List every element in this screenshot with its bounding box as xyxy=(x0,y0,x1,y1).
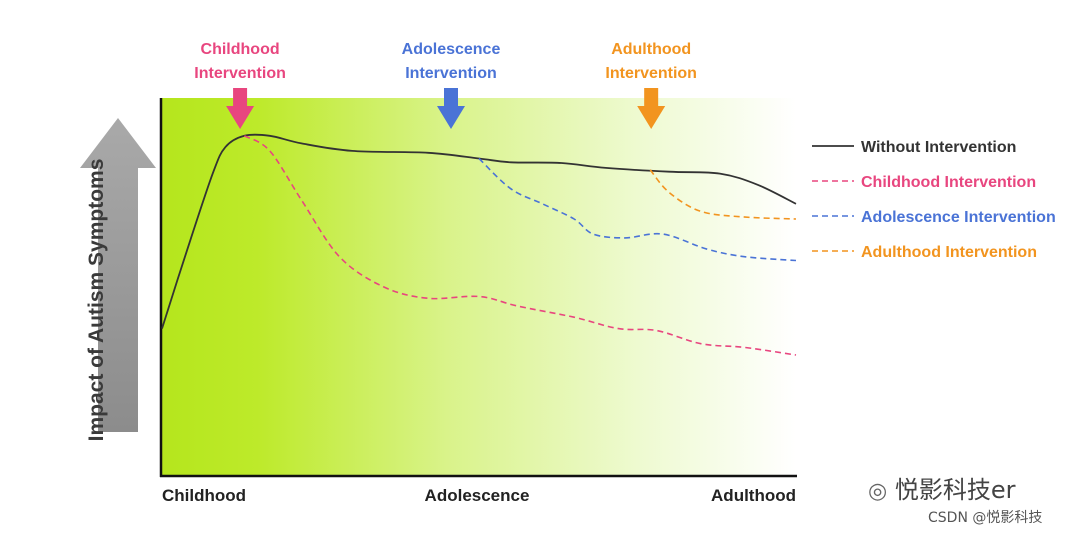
x-tick-label-adolescence: Adolescence xyxy=(425,486,530,505)
series-line-childhood-intervention xyxy=(243,135,797,356)
legend-label-childhood-intervention: Childhood Intervention xyxy=(861,174,1036,191)
x-tick-label-adulthood: Adulthood xyxy=(711,486,796,505)
intervention-label-childhood-line1: Childhood xyxy=(201,41,280,58)
series-line-without-intervention xyxy=(161,133,797,329)
watermark-brand: ◎ 悦影科技er xyxy=(868,470,1015,505)
intervention-arrow-adolescence-icon xyxy=(437,88,465,129)
intervention-label-adolescence-line2: Intervention xyxy=(405,65,497,82)
series-line-adolescence-intervention xyxy=(478,157,797,262)
intervention-arrow-childhood-icon xyxy=(226,88,255,129)
intervention-label-childhood-line2: Intervention xyxy=(194,65,286,82)
legend-label-without-intervention: Without Intervention xyxy=(861,139,1016,156)
wechat-icon: ◎ xyxy=(868,479,888,504)
watermark-brand-text: 悦影科技er xyxy=(894,476,1016,504)
intervention-label-adulthood-line2: Intervention xyxy=(605,65,697,82)
intervention-label-adulthood-line1: Adulthood xyxy=(611,41,691,58)
legend: Without Intervention Childhood Interventi… xyxy=(812,139,1056,261)
legend-label-adolescence-intervention: Adolescence Intervention xyxy=(861,209,1056,226)
watermark-credit: CSDN @悦影科技 xyxy=(928,510,1043,526)
plot-background xyxy=(162,98,796,476)
y-axis-arrow xyxy=(80,118,156,432)
intervention-arrow-adulthood-icon xyxy=(637,88,666,129)
legend-label-adulthood-intervention: Adulthood Intervention xyxy=(861,244,1037,261)
chart-marks: Childhood Adolescence Adulthood Childhood In… xyxy=(161,41,797,505)
y-axis-label: Impact of Autism Symptoms xyxy=(85,159,108,442)
intervention-label-adolescence-line1: Adolescence xyxy=(402,41,501,58)
x-tick-label-childhood: Childhood xyxy=(162,486,246,505)
